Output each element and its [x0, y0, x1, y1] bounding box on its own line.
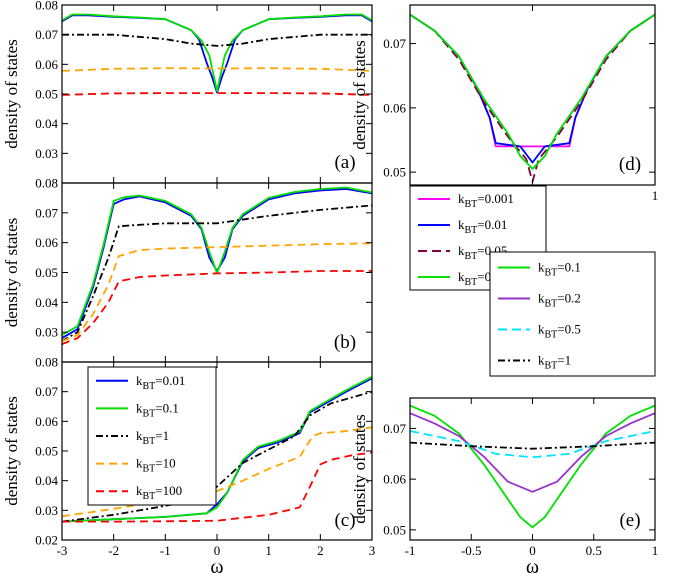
- series-line: [62, 376, 372, 523]
- legend: kBT=0.1 kBT=0.2 kBT=0.5 kBT=1: [489, 251, 656, 377]
- series-line: [62, 67, 372, 72]
- y-tick-label: 0.04: [35, 295, 58, 310]
- series-line: [62, 426, 372, 518]
- y-axis-label: density of states: [2, 396, 21, 506]
- y-tick-label: 0.06: [383, 100, 406, 115]
- legend-text: kBT=1: [538, 353, 571, 372]
- legend: kBT=0.01 kBT=0.1 kBT=1 kBT=10 kBT=100: [87, 366, 217, 506]
- series-line: [62, 451, 372, 523]
- y-tick-label: 0.05: [35, 87, 58, 102]
- y-tick-label: 0.06: [35, 235, 58, 250]
- legend-text: kBT=0.01: [136, 373, 185, 392]
- legend-text: kBT=0.001: [458, 191, 514, 210]
- series-line: [62, 242, 372, 342]
- y-axis-label: density of states: [350, 414, 369, 524]
- x-tick-label: 0: [214, 543, 221, 558]
- x-tick-label: -1: [405, 543, 416, 558]
- x-tick-label: 0: [529, 543, 536, 558]
- series-line: [62, 188, 372, 339]
- panel-b: 0.08 0.07 0.06 0.05 0.04 0.03 density of state…: [2, 176, 373, 363]
- legend-text: kBT=0.5: [538, 322, 581, 341]
- y-tick-label: 0.03: [35, 325, 58, 340]
- y-tick-label: 0.02: [35, 533, 58, 548]
- y-tick-label: 0.05: [383, 165, 406, 180]
- legend-text: kBT=0.01: [458, 217, 507, 236]
- series-line: [410, 441, 655, 450]
- y-tick-label: 0.04: [35, 116, 58, 131]
- series-line: [410, 13, 655, 148]
- series-line: [62, 390, 372, 523]
- series-line: [410, 412, 655, 493]
- y-tick-label: 0.05: [35, 265, 58, 280]
- y-tick-label: 0.07: [383, 421, 406, 436]
- series-line: [62, 270, 372, 345]
- series-line: [62, 13, 372, 92]
- x-axis-label: ω: [526, 556, 539, 578]
- y-tick-label: 0.06: [35, 414, 58, 429]
- panel-e: 0.07 0.06 0.05 -1 -0.5 0 0.5 1 density of states…: [350, 251, 659, 578]
- x-tick-label: 2: [317, 543, 324, 558]
- legend-box: [87, 366, 217, 506]
- x-axis-label: ω: [210, 556, 223, 578]
- x-tick-label: -1: [160, 543, 171, 558]
- panel-label: (c): [334, 510, 355, 531]
- x-tick-label: 1: [652, 543, 659, 558]
- x-tick-label: -0.5: [461, 543, 482, 558]
- series-line: [62, 33, 372, 47]
- series-line: [62, 14, 372, 94]
- panel-label: (e): [619, 510, 640, 531]
- panel-a: 0.08 0.07 0.06 0.05 0.04 0.03 density of state…: [2, 0, 373, 184]
- plot-frame: [409, 397, 656, 541]
- x-tick-label: 3: [369, 543, 376, 558]
- legend-text: kBT=10: [136, 456, 176, 475]
- y-tick-label: 0.05: [35, 444, 58, 459]
- x-tick-label: 1: [652, 188, 659, 203]
- y-tick-label: 0.07: [383, 36, 406, 51]
- x-tick-label: -3: [57, 543, 68, 558]
- series-line: [410, 430, 655, 459]
- x-tick-label: 0.5: [586, 543, 602, 558]
- y-axis-label: density of states: [2, 39, 21, 149]
- y-tick-label: 0.06: [383, 472, 406, 487]
- series-line: [410, 404, 655, 529]
- panel-c: 0.08 0.07 0.06 0.05 0.04 0.03 0.02-3 -2 -1 0 1 2 3 de…: [2, 355, 375, 579]
- panel-label: (a): [334, 152, 355, 173]
- legend-text: kBT=1: [136, 428, 169, 447]
- y-axis-label: density of states: [350, 40, 369, 150]
- x-tick-label: -2: [108, 543, 119, 558]
- series-line: [410, 13, 655, 170]
- panel-label: (b): [334, 332, 356, 353]
- series-line: [62, 204, 372, 342]
- y-tick-label: 0.03: [35, 503, 58, 518]
- panel-label: (d): [619, 154, 641, 175]
- legend-text: kBT=0.1: [136, 400, 179, 419]
- y-tick-label: 0.05: [383, 522, 406, 537]
- y-tick-label: 0.03: [35, 146, 58, 161]
- legend-text: kBT=0.1: [538, 260, 581, 279]
- y-tick-label: 0.07: [35, 205, 58, 220]
- y-tick-label: 0.08: [35, 0, 58, 13]
- legend-text: kBT=0.2: [538, 291, 581, 310]
- y-axis-label: density of states: [2, 218, 21, 328]
- y-tick-label: 0.08: [35, 355, 58, 370]
- panel-d: 0.070.060.0501density of statesω(d)kBT=0…: [350, 4, 659, 291]
- y-tick-label: 0.08: [35, 176, 58, 191]
- series-line: [410, 13, 655, 164]
- legend-text: kBT=100: [136, 483, 182, 502]
- y-tick-label: 0.04: [35, 473, 58, 488]
- legend-box: [489, 251, 656, 377]
- x-tick-label: 1: [265, 543, 272, 558]
- y-tick-label: 0.07: [35, 27, 58, 42]
- y-tick-label: 0.07: [35, 384, 58, 399]
- series-line: [62, 186, 372, 336]
- y-tick-label: 0.06: [35, 57, 58, 72]
